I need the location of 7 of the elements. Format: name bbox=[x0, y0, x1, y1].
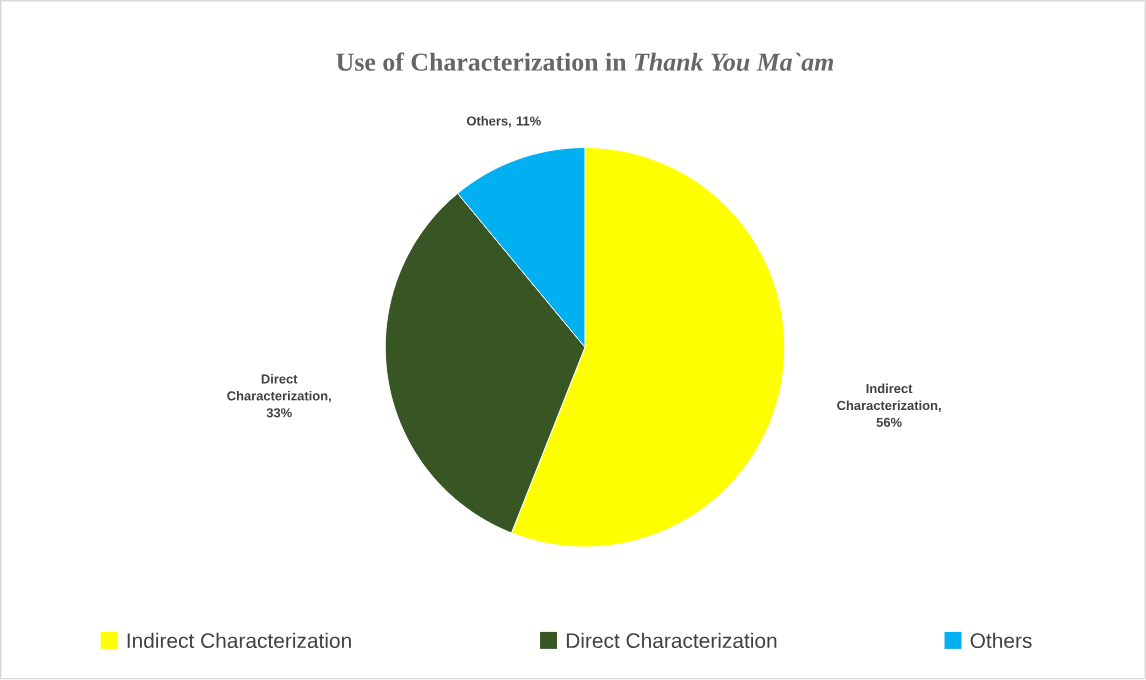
data-label: Others, 11% bbox=[466, 116, 541, 128]
data-label: Indirect Characterization, 56% bbox=[837, 383, 941, 428]
data-label: Direct Characterization, 33% bbox=[227, 374, 331, 418]
chart-title: Use of Characterization in Thank You Ma`am bbox=[336, 52, 834, 72]
legend-label: Direct Characterization bbox=[566, 632, 777, 649]
legend-label: Others bbox=[970, 632, 1032, 649]
legend-label: Indirect Characterization bbox=[127, 632, 351, 649]
